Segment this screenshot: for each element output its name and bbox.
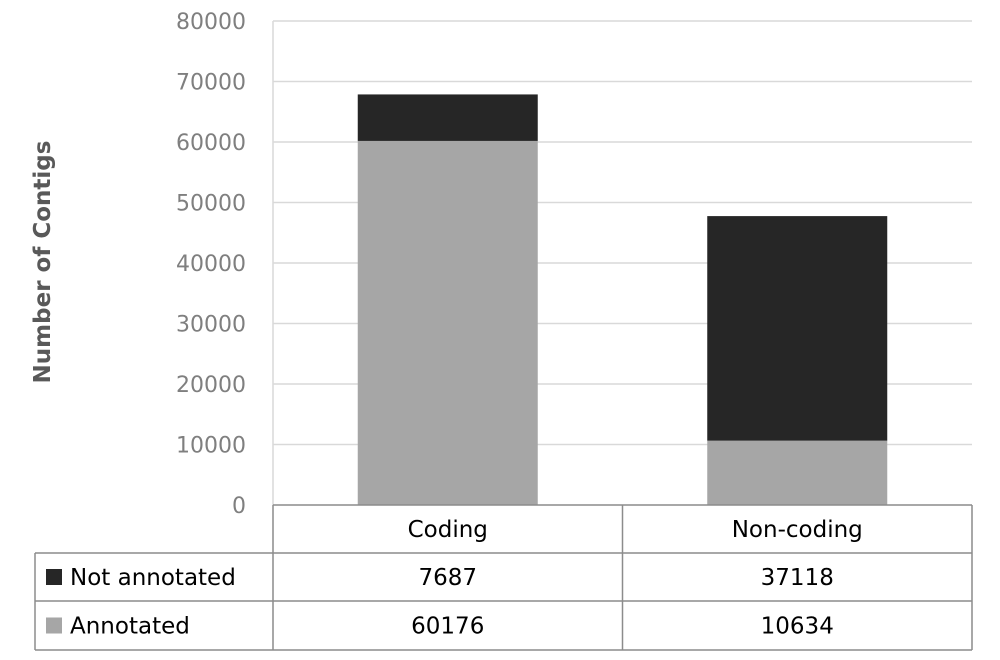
y-tick-label: 60000 <box>176 131 246 156</box>
legend-swatch <box>46 617 62 634</box>
bar-not-annotated <box>357 94 538 141</box>
y-axis-label: Number of Contigs <box>30 141 56 384</box>
data-table: Coding Non-coding Not annotated 7687 37118 An… <box>34 504 973 651</box>
bars <box>357 94 888 506</box>
bar-not-annotated <box>707 216 888 441</box>
y-tick-label: 0 <box>232 494 246 519</box>
bar-annotated <box>357 140 538 506</box>
category-label: Coding <box>408 517 488 543</box>
y-tick-label: 20000 <box>176 373 246 398</box>
y-tick-label: 40000 <box>176 252 246 277</box>
y-tick-label: 10000 <box>176 434 246 459</box>
data-value: 60176 <box>411 614 484 640</box>
bar-annotated <box>707 440 888 505</box>
data-value: 7687 <box>418 565 477 591</box>
y-tick-label: 70000 <box>176 71 246 96</box>
category-label: Non-coding <box>732 517 863 543</box>
legend-label: Not annotated <box>70 565 236 591</box>
data-value: 37118 <box>761 565 834 591</box>
y-tick-label: 50000 <box>176 192 246 217</box>
legend-label: Annotated <box>70 614 190 640</box>
legend-swatch <box>46 569 62 585</box>
y-tick-label: 80000 <box>176 10 246 35</box>
data-value: 10634 <box>761 614 834 640</box>
y-axis-ticks: 0 10000 20000 30000 40000 50000 60000 70000 8000… <box>176 10 246 519</box>
y-tick-label: 30000 <box>176 313 246 338</box>
